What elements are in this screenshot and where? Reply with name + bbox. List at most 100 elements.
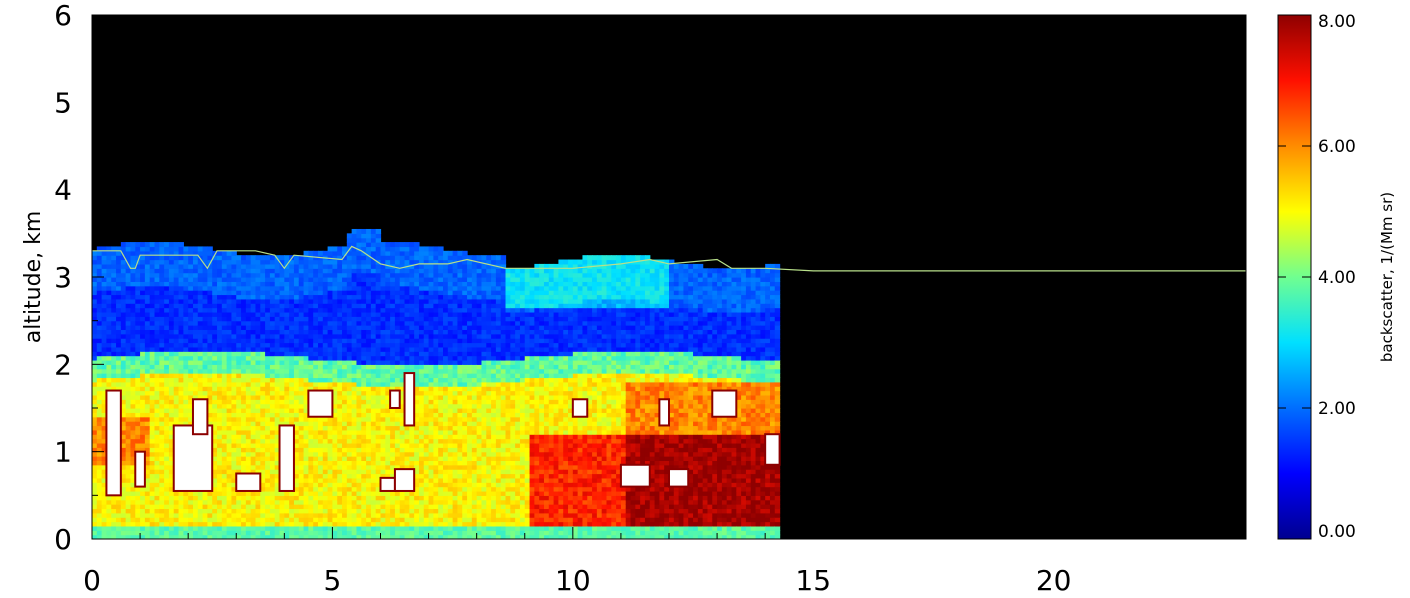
heatmap-cell xyxy=(385,298,391,304)
heatmap-cell xyxy=(217,442,223,448)
heatmap-cell xyxy=(260,338,266,344)
heatmap-cell xyxy=(106,499,112,505)
heatmap-cell xyxy=(404,451,410,457)
heatmap-cell xyxy=(293,268,300,274)
heatmap-cell xyxy=(375,442,382,448)
heatmap-cell xyxy=(361,364,367,370)
heatmap-cell xyxy=(135,250,141,256)
heatmap-cell xyxy=(366,377,372,383)
heatmap-cell xyxy=(298,421,305,427)
heatmap-cell xyxy=(370,346,377,352)
heatmap-cell xyxy=(394,285,401,291)
heatmap-cell xyxy=(346,416,353,422)
heatmap-cell xyxy=(101,525,108,531)
heatmap-cell xyxy=(183,377,189,383)
heatmap-cell xyxy=(274,263,281,269)
heatmap-cell xyxy=(346,377,353,383)
heatmap-cell xyxy=(144,490,151,496)
heatmap-cell xyxy=(303,399,309,405)
heatmap-cell xyxy=(438,368,444,374)
heatmap-cell xyxy=(356,268,362,274)
heatmap-cell xyxy=(96,329,103,335)
heatmap-cell xyxy=(130,521,136,527)
heatmap-cell xyxy=(370,477,377,483)
heatmap-cell xyxy=(212,255,218,261)
heatmap-cell xyxy=(140,355,146,361)
heatmap-cell xyxy=(443,425,449,431)
heatmap-cell xyxy=(245,338,252,344)
heatmap-cell xyxy=(409,250,415,256)
heatmap-cell xyxy=(366,359,372,365)
heatmap-cell xyxy=(443,255,449,261)
heatmap-cell xyxy=(101,377,108,383)
heatmap-cell xyxy=(394,429,401,435)
heatmap-cell xyxy=(327,416,334,422)
heatmap-cell xyxy=(250,460,257,466)
heatmap-cell xyxy=(111,285,117,291)
heatmap-cell xyxy=(428,294,434,300)
heatmap-cell xyxy=(274,477,281,483)
heatmap-cell xyxy=(173,259,180,265)
heatmap-cell xyxy=(125,386,132,392)
heatmap-cell xyxy=(269,482,276,488)
heatmap-cell xyxy=(322,307,329,313)
heatmap-cell xyxy=(168,421,175,427)
heatmap-cell xyxy=(284,495,290,501)
heatmap-cell xyxy=(125,499,132,505)
heatmap-cell xyxy=(404,460,410,466)
heatmap-cell xyxy=(125,434,132,440)
heatmap-cell xyxy=(390,469,396,475)
heatmap-cell xyxy=(188,307,194,313)
heatmap-cell xyxy=(231,329,237,335)
heatmap-cell xyxy=(202,255,208,261)
heatmap-cell xyxy=(317,499,324,505)
heatmap-cell xyxy=(173,294,180,300)
heatmap-cell xyxy=(120,259,127,265)
heatmap-cell xyxy=(337,464,343,470)
heatmap-cell xyxy=(303,460,309,466)
heatmap-cell xyxy=(394,333,401,339)
heatmap-cell xyxy=(269,290,276,296)
heatmap-cell xyxy=(351,460,358,466)
heatmap-cell xyxy=(428,333,434,339)
heatmap-cell xyxy=(404,290,410,296)
heatmap-cell xyxy=(366,325,372,330)
heatmap-cell xyxy=(356,311,362,317)
heatmap-cell xyxy=(92,456,98,461)
heatmap-cell xyxy=(418,495,425,501)
heatmap-cell xyxy=(443,530,449,536)
heatmap-cell xyxy=(192,285,199,291)
heatmap-cell xyxy=(317,364,324,370)
heatmap-cell xyxy=(433,368,439,374)
heatmap-cell xyxy=(217,429,223,435)
heatmap-cell xyxy=(111,246,117,252)
heatmap-cell xyxy=(366,338,372,344)
heatmap-cell xyxy=(313,381,319,387)
heatmap-cell xyxy=(144,368,151,374)
heatmap-cell xyxy=(144,412,151,418)
heatmap-cell xyxy=(274,425,281,431)
heatmap-cell xyxy=(265,368,271,374)
heatmap-cell xyxy=(404,534,410,539)
heatmap-cell xyxy=(188,530,194,536)
heatmap-cell xyxy=(178,263,184,269)
heatmap-cell xyxy=(101,534,108,539)
heatmap-cell xyxy=(313,495,319,501)
heatmap-cell xyxy=(217,377,223,383)
heatmap-cell xyxy=(327,451,334,457)
heatmap-cell xyxy=(164,421,170,427)
heatmap-cell xyxy=(322,451,329,457)
heatmap-cell xyxy=(231,320,237,326)
heatmap-cell xyxy=(178,377,184,383)
heatmap-cell xyxy=(164,469,170,475)
heatmap-cell xyxy=(385,364,391,370)
heatmap-cell xyxy=(255,408,261,413)
heatmap-cell xyxy=(414,416,420,422)
heatmap-cell xyxy=(322,351,329,357)
heatmap-cell xyxy=(370,233,377,239)
heatmap-cell xyxy=(265,429,271,435)
heatmap-cell xyxy=(298,425,305,431)
heatmap-cell xyxy=(197,342,204,348)
heatmap-cell xyxy=(217,521,223,527)
heatmap-cell xyxy=(375,237,382,243)
